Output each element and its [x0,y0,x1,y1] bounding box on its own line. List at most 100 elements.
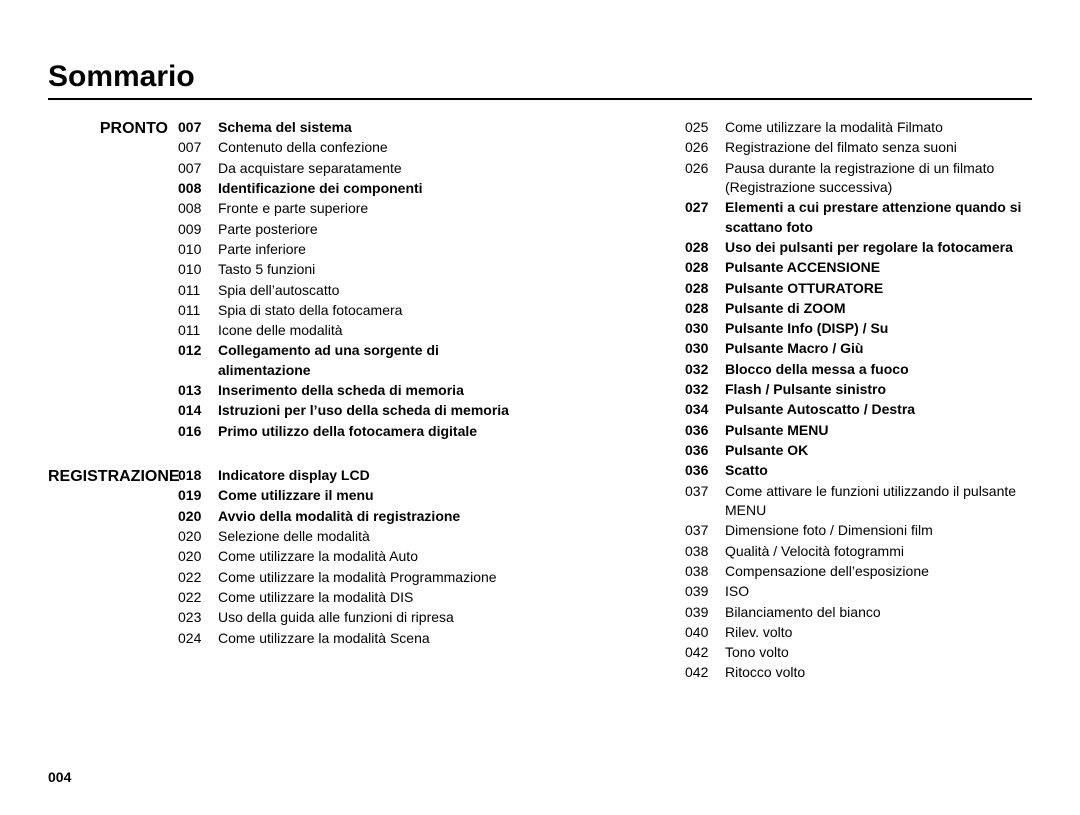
toc-entry[interactable]: 011Spia di stato della fotocamera [178,301,525,320]
toc-entry-page: 039 [685,603,725,622]
toc-entry[interactable]: 028Pulsante ACCENSIONE [685,258,1032,277]
toc-entry[interactable]: 037Come attivare le funzioni utilizzando… [685,482,1032,521]
toc-entry[interactable]: 013Inserimento della scheda di memoria [178,381,525,400]
toc-entry-page: 042 [685,643,725,662]
toc-entry[interactable]: 016Primo utilizzo della fotocamera digit… [178,422,525,441]
toc-entry[interactable]: 007Da acquistare separatamente [178,159,525,178]
toc-entry-page: 020 [178,507,218,526]
toc-entry[interactable]: 026Pausa durante la registrazione di un … [685,159,1032,198]
toc-entry[interactable]: 042Tono volto [685,643,1032,662]
toc-entry-page: 007 [178,138,218,157]
toc-entry-page: 020 [178,547,218,566]
toc-entry[interactable]: 036Pulsante MENU [685,421,1032,440]
toc-entry-text: Elementi a cui prestare attenzione quand… [725,198,1032,237]
toc-entry[interactable]: 036Pulsante OK [685,441,1032,460]
toc-entry[interactable]: 028Uso dei pulsanti per regolare la foto… [685,238,1032,257]
section-label: REGISTRAZIONE [48,466,178,649]
toc-entry[interactable]: 030Pulsante Macro / Giù [685,339,1032,358]
toc-entry-page: 036 [685,441,725,460]
toc-entry-text: Istruzioni per l’uso della scheda di mem… [218,401,525,420]
toc-entry-page: 030 [685,319,725,338]
toc-entry-text: Icone delle modalità [218,321,525,340]
toc-entry[interactable]: 011Icone delle modalità [178,321,525,340]
toc-entry-text: Spia dell’autoscatto [218,281,525,300]
toc-entry[interactable]: 014Istruzioni per l’uso della scheda di … [178,401,525,420]
toc-entry[interactable]: 038Compensazione dell’esposizione [685,562,1032,581]
toc-entry-text: Come utilizzare la modalità Filmato [725,118,1032,137]
toc-entry-page: 018 [178,466,218,485]
toc-entry-text: Da acquistare separatamente [218,159,525,178]
toc-entry[interactable]: 023Uso della guida alle funzioni di ripr… [178,608,525,627]
toc-entry[interactable]: 007Schema del sistema [178,118,525,137]
toc-entry-text: Pausa durante la registrazione di un fil… [725,159,1032,198]
toc-entry-page: 026 [685,138,725,157]
column-right: 025Come utilizzare la modalità Filmato02… [555,118,1032,708]
toc-entry[interactable]: 034Pulsante Autoscatto / Destra [685,400,1032,419]
toc-entry-page: 016 [178,422,218,441]
toc-entry-page: 014 [178,401,218,420]
toc-entry[interactable]: 042Ritocco volto [685,663,1032,682]
toc-entry[interactable]: 028Pulsante di ZOOM [685,299,1032,318]
toc-entry[interactable]: 019Come utilizzare il menu [178,486,525,505]
toc-entry-page: 007 [178,159,218,178]
toc-entry-page: 012 [178,341,218,380]
toc-entry[interactable]: 009Parte posteriore [178,220,525,239]
toc-entry-page: 032 [685,360,725,379]
toc-entry-page: 028 [685,299,725,318]
toc-entry-page: 026 [685,159,725,198]
toc-entry-page: 042 [685,663,725,682]
toc-entry-text: Parte posteriore [218,220,525,239]
toc-entry-page: 013 [178,381,218,400]
toc-entry[interactable]: 040Rilev. volto [685,623,1032,642]
toc-entry[interactable]: 024Come utilizzare la modalità Scena [178,629,525,648]
toc-entry-text: Come utilizzare la modalità DIS [218,588,525,607]
toc-entry[interactable]: 011Spia dell’autoscatto [178,281,525,300]
toc-entry-text: Selezione delle modalità [218,527,525,546]
toc-entry-text: Inserimento della scheda di memoria [218,381,525,400]
toc-entry[interactable]: 030Pulsante Info (DISP) / Su [685,319,1032,338]
toc-entry-text: Come attivare le funzioni utilizzando il… [725,482,1032,521]
toc-entry-text: Pulsante Info (DISP) / Su [725,319,1032,338]
toc-entry[interactable]: 039ISO [685,582,1032,601]
toc-entry[interactable]: 026Registrazione del filmato senza suoni [685,138,1032,157]
toc-entry-text: Uso dei pulsanti per regolare la fotocam… [725,238,1032,257]
toc-entry-text: Avvio della modalità di registrazione [218,507,525,526]
toc-entry[interactable]: 036Scatto [685,461,1032,480]
toc-entry[interactable]: 027Elementi a cui prestare attenzione qu… [685,198,1032,237]
toc-entry[interactable]: 020Selezione delle modalità [178,527,525,546]
toc-entry-text: Scatto [725,461,1032,480]
toc-entry-page: 027 [685,198,725,237]
toc-entry[interactable]: 025Come utilizzare la modalità Filmato [685,118,1032,137]
toc-entry[interactable]: 039Bilanciamento del bianco [685,603,1032,622]
toc-entry[interactable]: 008Fronte e parte superiore [178,199,525,218]
toc-entry-text: Pulsante ACCENSIONE [725,258,1032,277]
toc-entry[interactable]: 007Contenuto della confezione [178,138,525,157]
toc-entry[interactable]: 032Blocco della messa a fuoco [685,360,1032,379]
toc-entry-text: Indicatore display LCD [218,466,525,485]
page-title: Sommario [48,60,1032,100]
toc-entry[interactable]: 010Parte inferiore [178,240,525,259]
toc-entry-page: 036 [685,421,725,440]
toc-entry-page: 011 [178,301,218,320]
toc-entry[interactable]: 008Identificazione dei componenti [178,179,525,198]
toc-entry[interactable]: 020Avvio della modalità di registrazione [178,507,525,526]
toc-entry[interactable]: 018Indicatore display LCD [178,466,525,485]
toc-entry-page: 036 [685,461,725,480]
toc-entry[interactable]: 022Come utilizzare la modalità DIS [178,588,525,607]
toc-entry[interactable]: 038Qualità / Velocità fotogrammi [685,542,1032,561]
toc-entry[interactable]: 012Collegamento ad una sorgente di alime… [178,341,525,380]
toc-entry-page: 039 [685,582,725,601]
toc-entry[interactable]: 032Flash / Pulsante sinistro [685,380,1032,399]
toc-entry[interactable]: 010Tasto 5 funzioni [178,260,525,279]
toc-entry-page: 022 [178,588,218,607]
toc-entry-text: Uso della guida alle funzioni di ripresa [218,608,525,627]
toc-entry-page: 034 [685,400,725,419]
toc-entry[interactable]: 020Come utilizzare la modalità Auto [178,547,525,566]
toc-entry[interactable]: 037Dimensione foto / Dimensioni film [685,521,1032,540]
toc-entry-text: Primo utilizzo della fotocamera digitale [218,422,525,441]
toc-entry-text: Spia di stato della fotocamera [218,301,525,320]
toc-entry[interactable]: 028Pulsante OTTURATORE [685,279,1032,298]
toc-entry-text: Pulsante MENU [725,421,1032,440]
toc-entry-page: 040 [685,623,725,642]
toc-entry[interactable]: 022Come utilizzare la modalità Programma… [178,568,525,587]
